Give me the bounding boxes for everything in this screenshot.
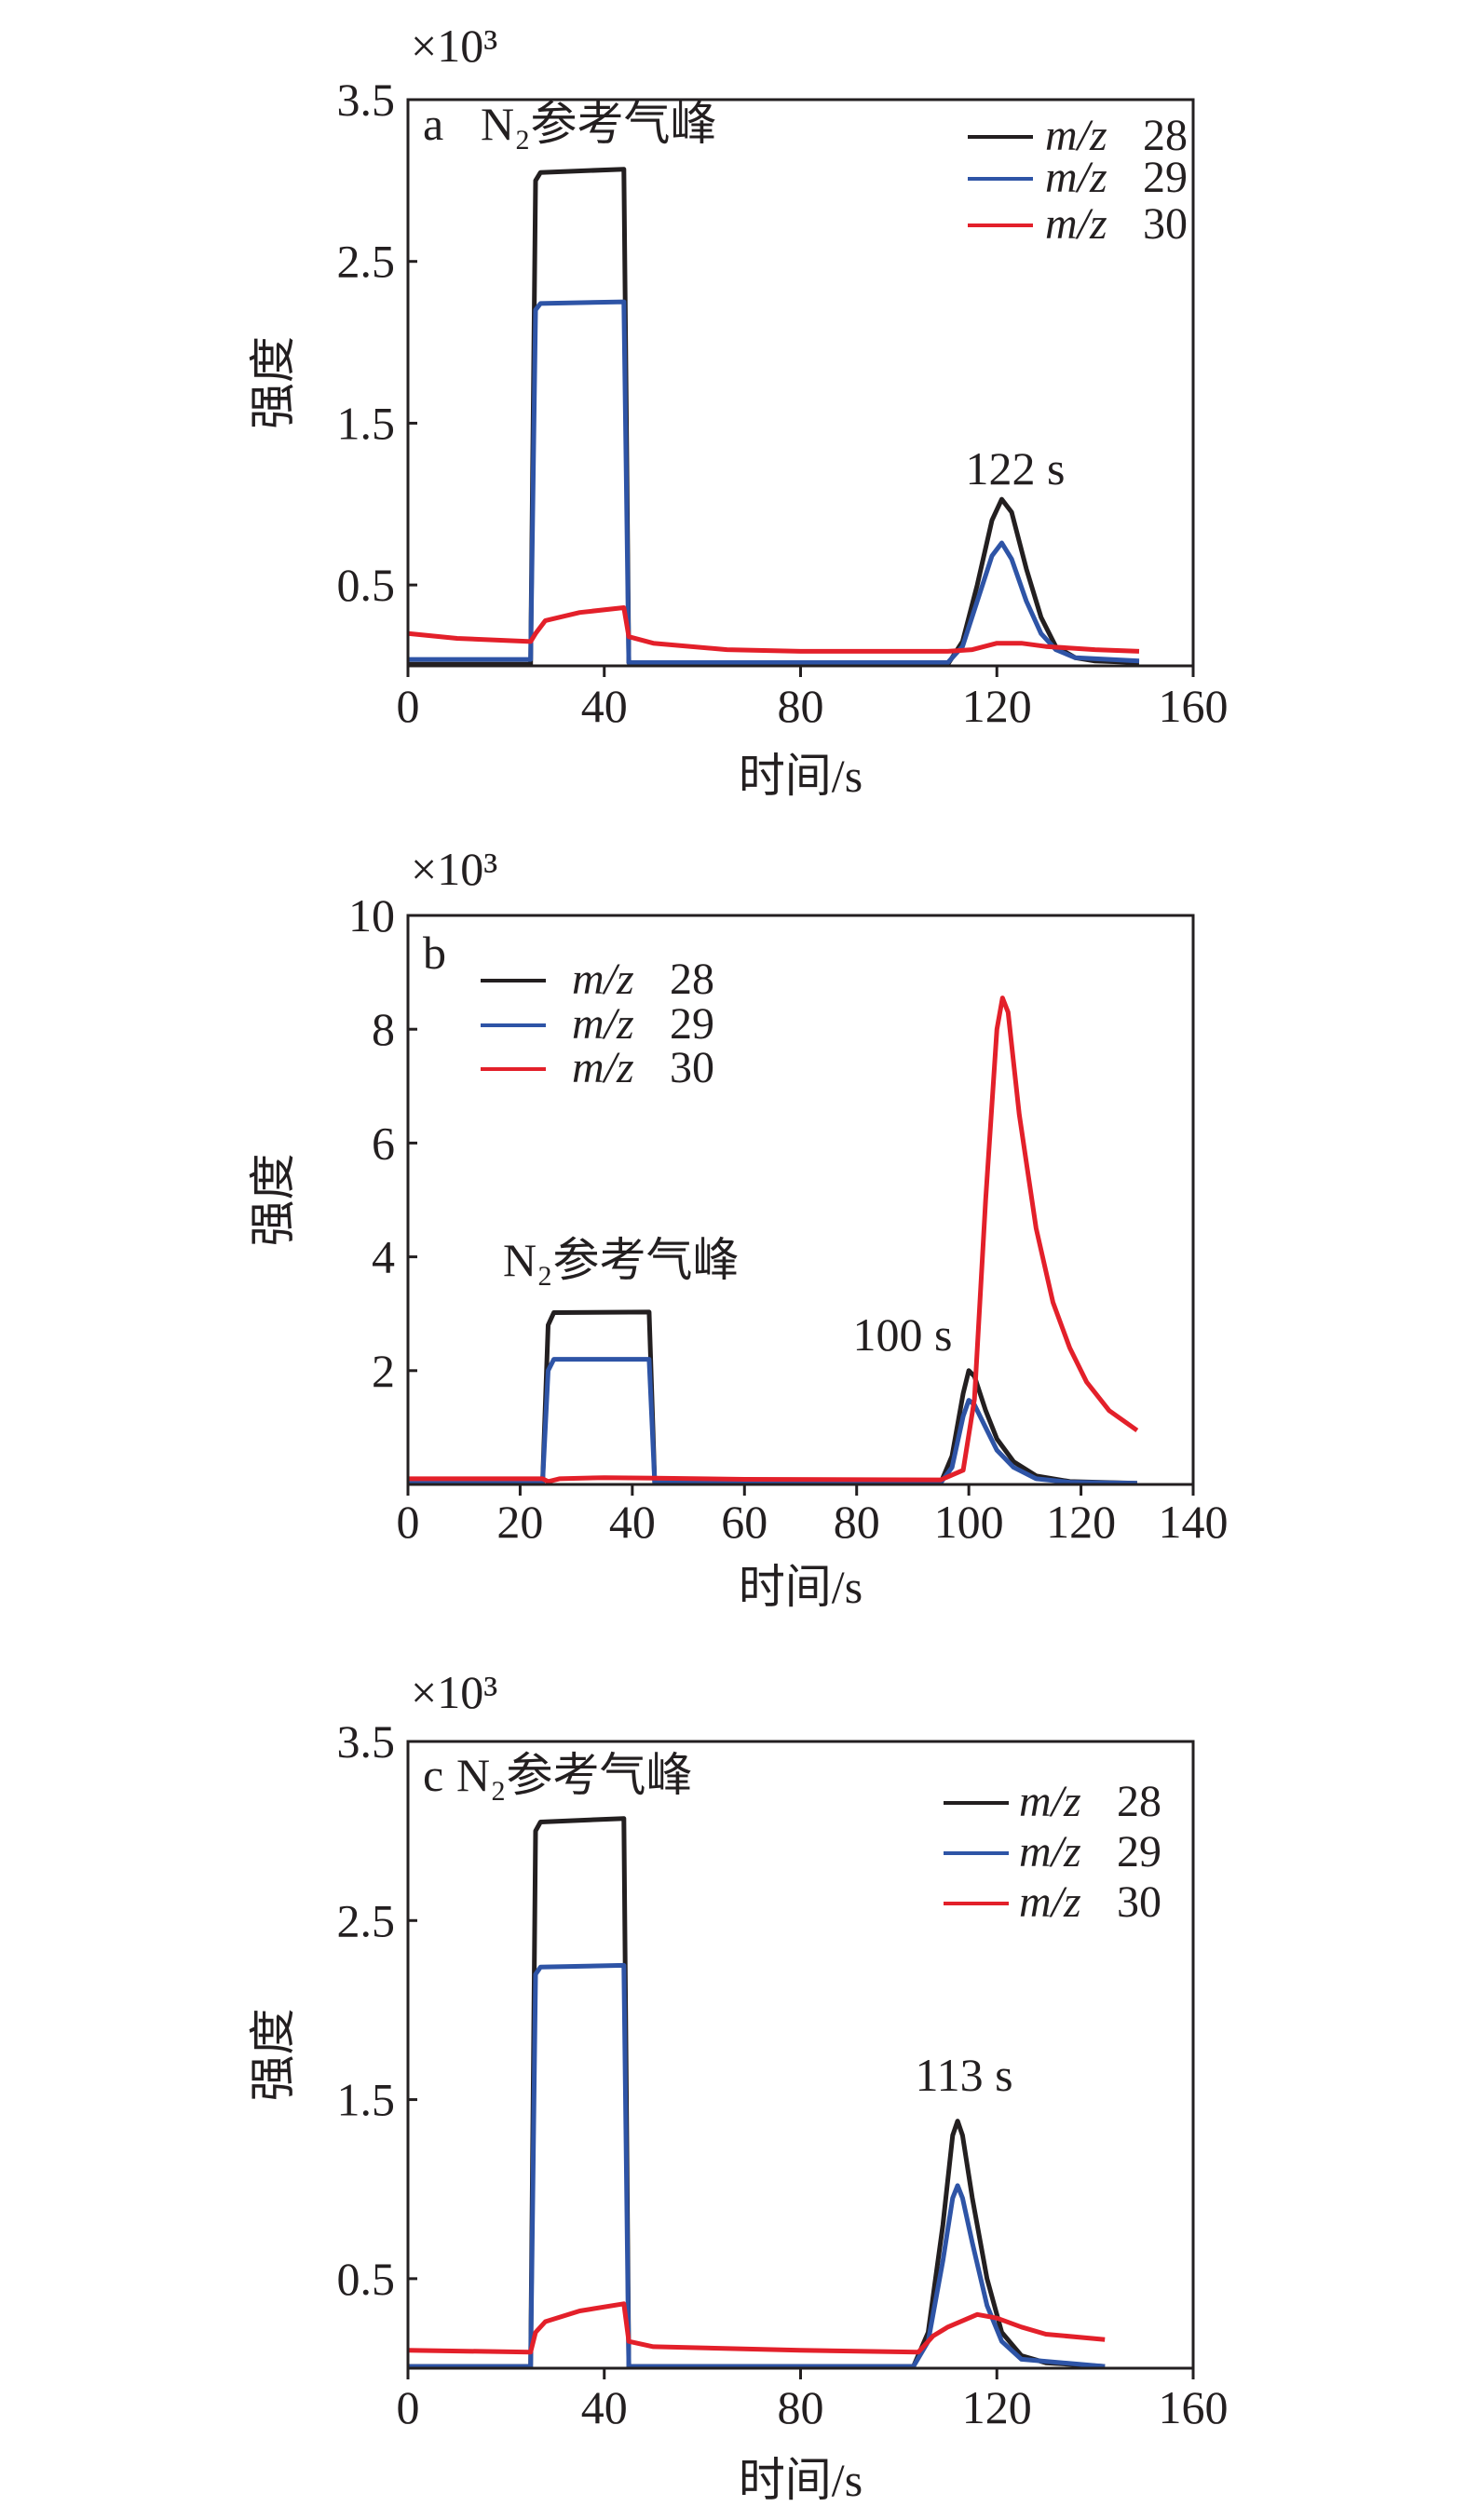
x-tick-label: 160 bbox=[1159, 680, 1229, 732]
legend-mz-label: m/z bbox=[1045, 199, 1107, 249]
x-axis-title: 时间/s bbox=[739, 2454, 863, 2506]
legend-item-29: m/z 29 bbox=[481, 999, 714, 1049]
legend-item-28: m/z 28 bbox=[944, 1777, 1161, 1826]
legend-mz-value: 28 bbox=[670, 955, 714, 1004]
legend-mz-label: m/z bbox=[1045, 111, 1107, 160]
y-tick-label: 1.5 bbox=[337, 2074, 396, 2126]
y-tick-label: 1.5 bbox=[337, 397, 396, 449]
x-tick-label: 20 bbox=[496, 1496, 543, 1548]
y-tick-label: 8 bbox=[372, 1003, 395, 1055]
legend-mz-value: 28 bbox=[1117, 1777, 1161, 1826]
x-tick-label: 120 bbox=[962, 680, 1032, 732]
legend-mz-value: 30 bbox=[1143, 199, 1188, 249]
legend-mz-label: m/z bbox=[1019, 1877, 1081, 1927]
legend-item-28: m/z 28 bbox=[481, 955, 714, 1004]
x-tick-label: 60 bbox=[721, 1496, 767, 1548]
chart-panel-c: 0 40 80 120 160 3.5 2.5 1.5 0.5 时间/s 强度 ×10³ c N₂参考气峰… bbox=[247, 1666, 1229, 2506]
legend-item-28: m/z 28 bbox=[968, 111, 1188, 160]
legend-mz-value: 30 bbox=[670, 1043, 714, 1092]
series-line-28 bbox=[408, 167, 1140, 667]
legend-mz-label: m/z bbox=[1019, 1777, 1081, 1826]
x-tick-label: 40 bbox=[609, 1496, 656, 1548]
x-axis-title: 时间/s bbox=[739, 750, 863, 802]
y-tick-label: 0.5 bbox=[337, 559, 396, 611]
chart-panel-a: 0 40 80 120 160 3.5 2.5 1.5 0.5 时间/s 强度 ×10³ a N₂参考气峰… bbox=[247, 20, 1229, 802]
x-tick-label: 0 bbox=[397, 1496, 420, 1548]
series-line-30 bbox=[408, 996, 1139, 1484]
legend-item-29: m/z 29 bbox=[968, 153, 1188, 202]
y-tick-label: 2.5 bbox=[337, 236, 396, 288]
n2-reference-peak-label: N₂参考气峰 bbox=[503, 1234, 740, 1286]
y-tick-label: 6 bbox=[372, 1117, 395, 1169]
scale-factor-label: ×10³ bbox=[411, 1666, 497, 1718]
n2-reference-peak-label: N₂参考气峰 bbox=[481, 98, 717, 150]
y-tick-label: 4 bbox=[372, 1231, 395, 1283]
y-tick-label: 3.5 bbox=[337, 74, 396, 126]
n2-reference-peak-label: N₂参考气峰 bbox=[456, 1749, 693, 1801]
x-tick-label: 120 bbox=[1046, 1496, 1116, 1548]
legend-mz-label: m/z bbox=[572, 955, 634, 1004]
series-line-29 bbox=[408, 1962, 1106, 2369]
scale-factor-label: ×10³ bbox=[411, 843, 497, 895]
y-tick-label: 2 bbox=[372, 1345, 395, 1397]
legend-mz-label: m/z bbox=[1045, 153, 1107, 202]
x-tick-label: 100 bbox=[934, 1496, 1004, 1548]
x-tick-label: 80 bbox=[778, 2381, 824, 2433]
chart-panel-b: 0 20 40 60 80 100 120 140 10 8 6 4 2 时间/s 强度 ×10³ b N₂参考气… bbox=[247, 843, 1229, 1613]
x-tick-label: 40 bbox=[581, 2381, 628, 2433]
x-tick-label: 80 bbox=[834, 1496, 880, 1548]
series-line-28 bbox=[408, 1309, 1137, 1486]
legend-mz-value: 28 bbox=[1143, 111, 1188, 160]
legend-item-29: m/z 29 bbox=[944, 1827, 1161, 1876]
x-tick-label: 80 bbox=[778, 680, 824, 732]
legend-item-30: m/z 30 bbox=[481, 1043, 714, 1092]
series-line-29 bbox=[408, 1357, 1137, 1486]
x-axis-title: 时间/s bbox=[739, 1561, 863, 1613]
legend-mz-label: m/z bbox=[572, 1043, 634, 1092]
plot-frame bbox=[406, 914, 1195, 1486]
y-axis-title: 强度 bbox=[247, 2009, 299, 2102]
x-tick-label: 0 bbox=[397, 2381, 420, 2433]
legend-mz-value: 29 bbox=[1143, 153, 1188, 202]
legend-item-30: m/z 30 bbox=[944, 1877, 1161, 1927]
y-tick-label: 2.5 bbox=[337, 1894, 396, 1946]
y-tick-label: 10 bbox=[348, 889, 395, 942]
series-line-29 bbox=[408, 299, 1140, 665]
scale-factor-label: ×10³ bbox=[411, 20, 497, 72]
panel-label: c bbox=[423, 1749, 443, 1801]
x-tick-label: 40 bbox=[581, 680, 628, 732]
y-axis-title: 强度 bbox=[247, 336, 299, 429]
legend-mz-value: 30 bbox=[1117, 1877, 1161, 1927]
panel-label: b bbox=[423, 927, 446, 979]
x-tick-label: 140 bbox=[1159, 1496, 1229, 1548]
series-line-30 bbox=[407, 605, 1140, 654]
x-tick-label: 0 bbox=[397, 680, 420, 732]
panel-label: a bbox=[423, 98, 443, 150]
x-tick-label: 160 bbox=[1159, 2381, 1229, 2433]
series-line-28 bbox=[408, 1816, 1106, 2369]
peak-time-label: 100 s bbox=[853, 1308, 953, 1361]
legend-item-30: m/z 30 bbox=[968, 199, 1188, 249]
series-line-30 bbox=[407, 2301, 1106, 2355]
legend-mz-value: 29 bbox=[1117, 1827, 1161, 1876]
y-tick-label: 3.5 bbox=[337, 1715, 396, 1768]
y-axis-title: 强度 bbox=[247, 1154, 299, 1247]
legend-mz-label: m/z bbox=[1019, 1827, 1081, 1876]
peak-time-label: 113 s bbox=[915, 2049, 1012, 2101]
legend-mz-label: m/z bbox=[572, 999, 634, 1049]
peak-time-label: 122 s bbox=[966, 442, 1066, 495]
x-tick-label: 120 bbox=[962, 2381, 1032, 2433]
y-tick-label: 0.5 bbox=[337, 2253, 396, 2305]
legend-mz-value: 29 bbox=[670, 999, 714, 1049]
